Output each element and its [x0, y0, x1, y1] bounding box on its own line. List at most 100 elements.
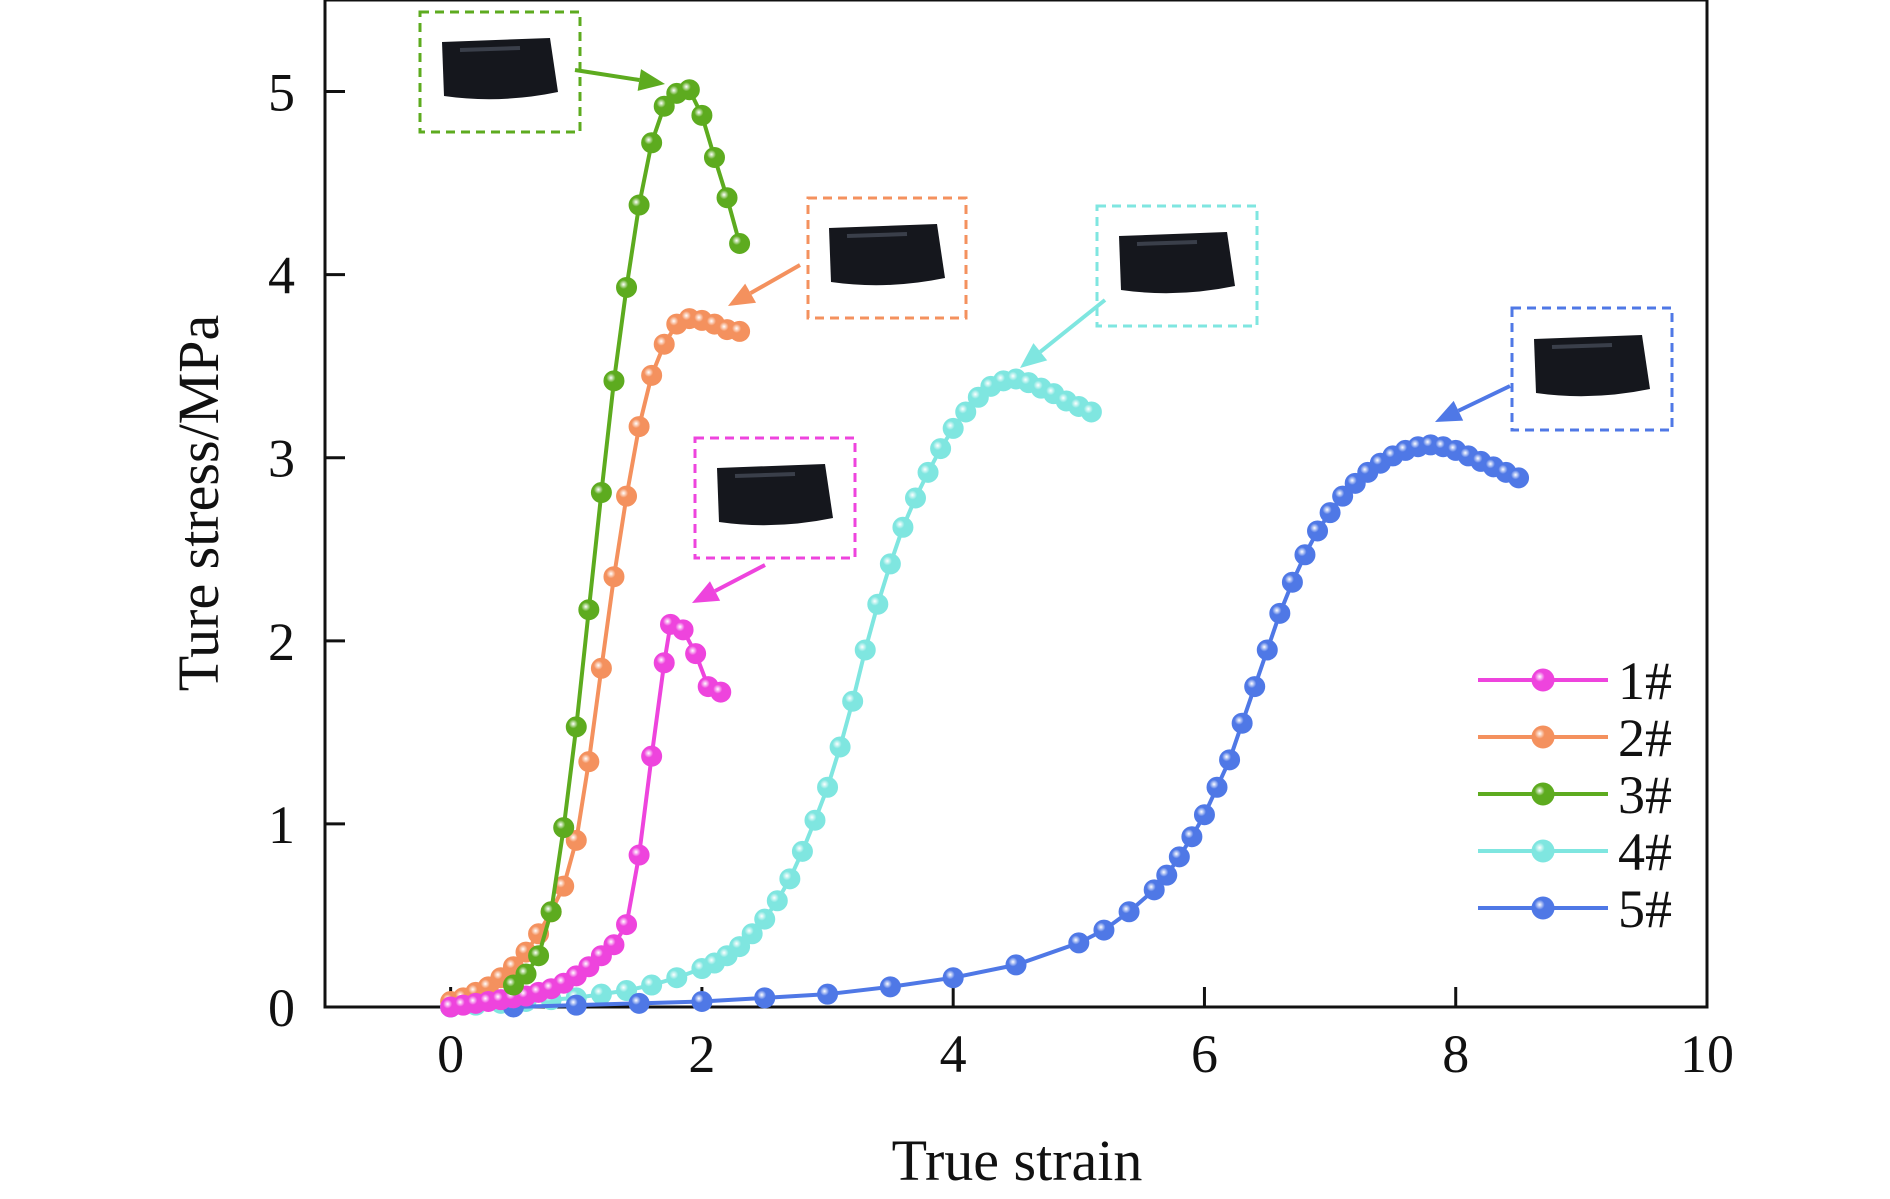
data-point: [904, 487, 926, 509]
data-point: [729, 320, 751, 342]
x-tick-label: 4: [940, 1024, 967, 1084]
data-point: [578, 751, 600, 773]
x-tick-label: 10: [1680, 1024, 1734, 1084]
data-point: [628, 194, 650, 216]
data-point: [917, 461, 939, 483]
series-line: [450, 442, 1520, 1009]
y-tick-label: 3: [268, 429, 295, 489]
specimen-photo-icon: [717, 464, 833, 526]
arrow-head-icon: [637, 69, 665, 91]
x-axis: 0 2 4 6 8 10: [437, 987, 1734, 1084]
data-point: [1118, 901, 1140, 923]
legend-marker: [1531, 839, 1555, 863]
data-point: [616, 914, 638, 936]
inset-4: [1020, 204, 1259, 368]
arrow-head-icon: [692, 581, 721, 603]
legend-marker: [1531, 896, 1555, 920]
data-point: [710, 681, 732, 703]
arrow-line: [714, 563, 766, 593]
specimen-photo-icon: [1119, 232, 1235, 294]
legend: 1#2#3#4#5#: [1478, 651, 1672, 939]
data-point: [1168, 846, 1190, 868]
legend-marker: [1531, 668, 1555, 692]
arrow-line: [749, 263, 801, 295]
data-point: [653, 95, 675, 117]
data-point: [741, 923, 763, 945]
data-point: [653, 652, 675, 674]
x-tick-label: 8: [1442, 1024, 1469, 1084]
data-point: [817, 776, 839, 798]
series-1: [440, 613, 732, 1018]
data-point: [1231, 712, 1253, 734]
data-point: [867, 593, 889, 615]
data-point: [578, 599, 600, 621]
data-point: [528, 945, 550, 967]
data-point: [779, 868, 801, 890]
data-point: [1256, 639, 1278, 661]
data-point: [1294, 544, 1316, 566]
legend-item: 1#: [1478, 651, 1672, 711]
plot-frame: [323, 0, 1709, 1009]
inset-2: [728, 196, 968, 320]
data-point: [653, 333, 675, 355]
series-3: [502, 79, 751, 996]
data-point: [716, 187, 738, 209]
data-point: [1005, 954, 1027, 976]
data-point: [1093, 919, 1115, 941]
data-point: [603, 934, 625, 956]
data-point: [1244, 676, 1266, 698]
data-point: [942, 417, 964, 439]
data-point: [729, 233, 751, 255]
data-point: [879, 976, 901, 998]
data-point: [628, 416, 650, 438]
legend-marker: [1531, 725, 1555, 749]
data-point: [691, 991, 713, 1013]
legend-label: 1#: [1618, 651, 1672, 711]
y-tick-label: 0: [268, 978, 295, 1038]
data-point: [616, 485, 638, 507]
data-point: [685, 643, 707, 665]
y-tick-label: 4: [268, 246, 295, 306]
data-point: [565, 716, 587, 738]
arrow-line: [1457, 384, 1511, 413]
series-layer: [440, 79, 1530, 1018]
data-point: [628, 992, 650, 1014]
inset-1: [692, 436, 857, 603]
data-point: [842, 690, 864, 712]
specimen-insets: [418, 10, 1674, 603]
data-point: [942, 967, 964, 989]
arrow-head-icon: [728, 283, 757, 306]
data-point: [641, 364, 663, 386]
data-point: [791, 840, 813, 862]
data-point: [1068, 932, 1090, 954]
data-point: [603, 566, 625, 588]
x-tick-label: 0: [437, 1024, 464, 1084]
data-point: [1508, 467, 1530, 489]
series-4: [440, 368, 1102, 1018]
legend-item: 5#: [1478, 879, 1672, 939]
data-point: [1332, 485, 1354, 507]
y-tick-label: 2: [268, 612, 295, 672]
data-point: [1319, 502, 1341, 524]
data-point: [1143, 879, 1165, 901]
data-point: [1193, 804, 1215, 826]
arrow-head-icon: [1020, 343, 1048, 368]
data-point: [641, 974, 663, 996]
legend-label: 3#: [1618, 765, 1672, 825]
legend-label: 4#: [1618, 822, 1672, 882]
inset-3: [418, 10, 665, 134]
data-point: [678, 79, 700, 101]
arrow-line: [574, 68, 640, 82]
inset-5: [1435, 306, 1674, 432]
legend-item: 3#: [1478, 765, 1672, 825]
data-point: [628, 844, 650, 866]
data-point: [766, 890, 788, 912]
data-point: [804, 809, 826, 831]
data-point: [590, 482, 612, 504]
data-point: [892, 516, 914, 538]
data-point: [565, 994, 587, 1016]
x-tick-label: 6: [1191, 1024, 1218, 1084]
data-point: [641, 132, 663, 154]
